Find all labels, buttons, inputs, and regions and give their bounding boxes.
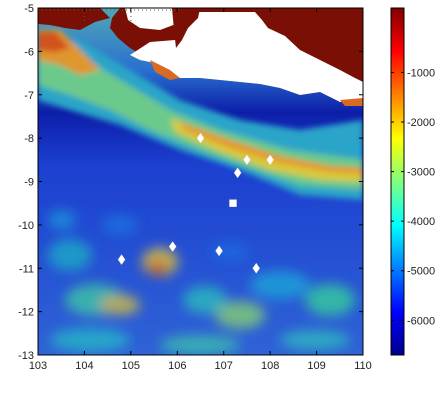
colorbar-tick-label: -6000 [407, 315, 435, 327]
x-axis: 103 104 105 106 107 108 109 110 [29, 8, 372, 372]
y-tick-label: -12 [18, 307, 34, 319]
y-tick-label: -11 [19, 263, 34, 275]
y-tick-label: -5 [24, 3, 34, 15]
site-marker-diamond [252, 262, 261, 274]
y-axis: -5 -6 -7 -8 -9 -10 -11 -12 -13 [18, 3, 363, 362]
colorbar-tick-label: -4000 [407, 216, 435, 228]
colorbar-tick-label: -1000 [407, 67, 435, 79]
site-marker-diamond [233, 167, 242, 179]
x-tick-label: 106 [168, 360, 186, 372]
colorbar-tick-label: -2000 [407, 117, 435, 129]
y-tick-label: -10 [18, 220, 34, 232]
y-tick-label: -6 [24, 46, 34, 58]
bathymetry-raster [38, 8, 363, 355]
colorbar-tick-label: -5000 [407, 266, 435, 278]
x-tick-label: 108 [261, 360, 279, 372]
x-tick-label: 104 [75, 360, 93, 372]
x-tick-label: 105 [122, 360, 140, 372]
site-marker-diamond [243, 154, 251, 166]
y-tick-label: -7 [24, 90, 34, 102]
x-tick-label: 107 [215, 360, 233, 372]
y-tick-label: -8 [24, 133, 34, 145]
site-marker-diamond [266, 154, 274, 166]
site-marker-diamond [215, 245, 223, 257]
site-marker-diamond [196, 132, 205, 144]
site-markers [117, 132, 274, 274]
x-tick-label: 110 [354, 360, 372, 372]
colorbar-axis: -1000 -2000 -3000 -4000 -5000 -6000 [391, 67, 435, 327]
colorbar-tick-label: -3000 [407, 167, 435, 179]
site-marker-square [229, 199, 237, 207]
x-tick-label: 103 [29, 360, 47, 372]
y-tick-label: -13 [18, 350, 34, 362]
site-marker-diamond [168, 241, 177, 252]
colorbar [390, 7, 405, 356]
y-tick-label: -9 [24, 177, 34, 189]
site-marker-diamond [117, 254, 126, 266]
x-tick-label: 109 [307, 360, 325, 372]
